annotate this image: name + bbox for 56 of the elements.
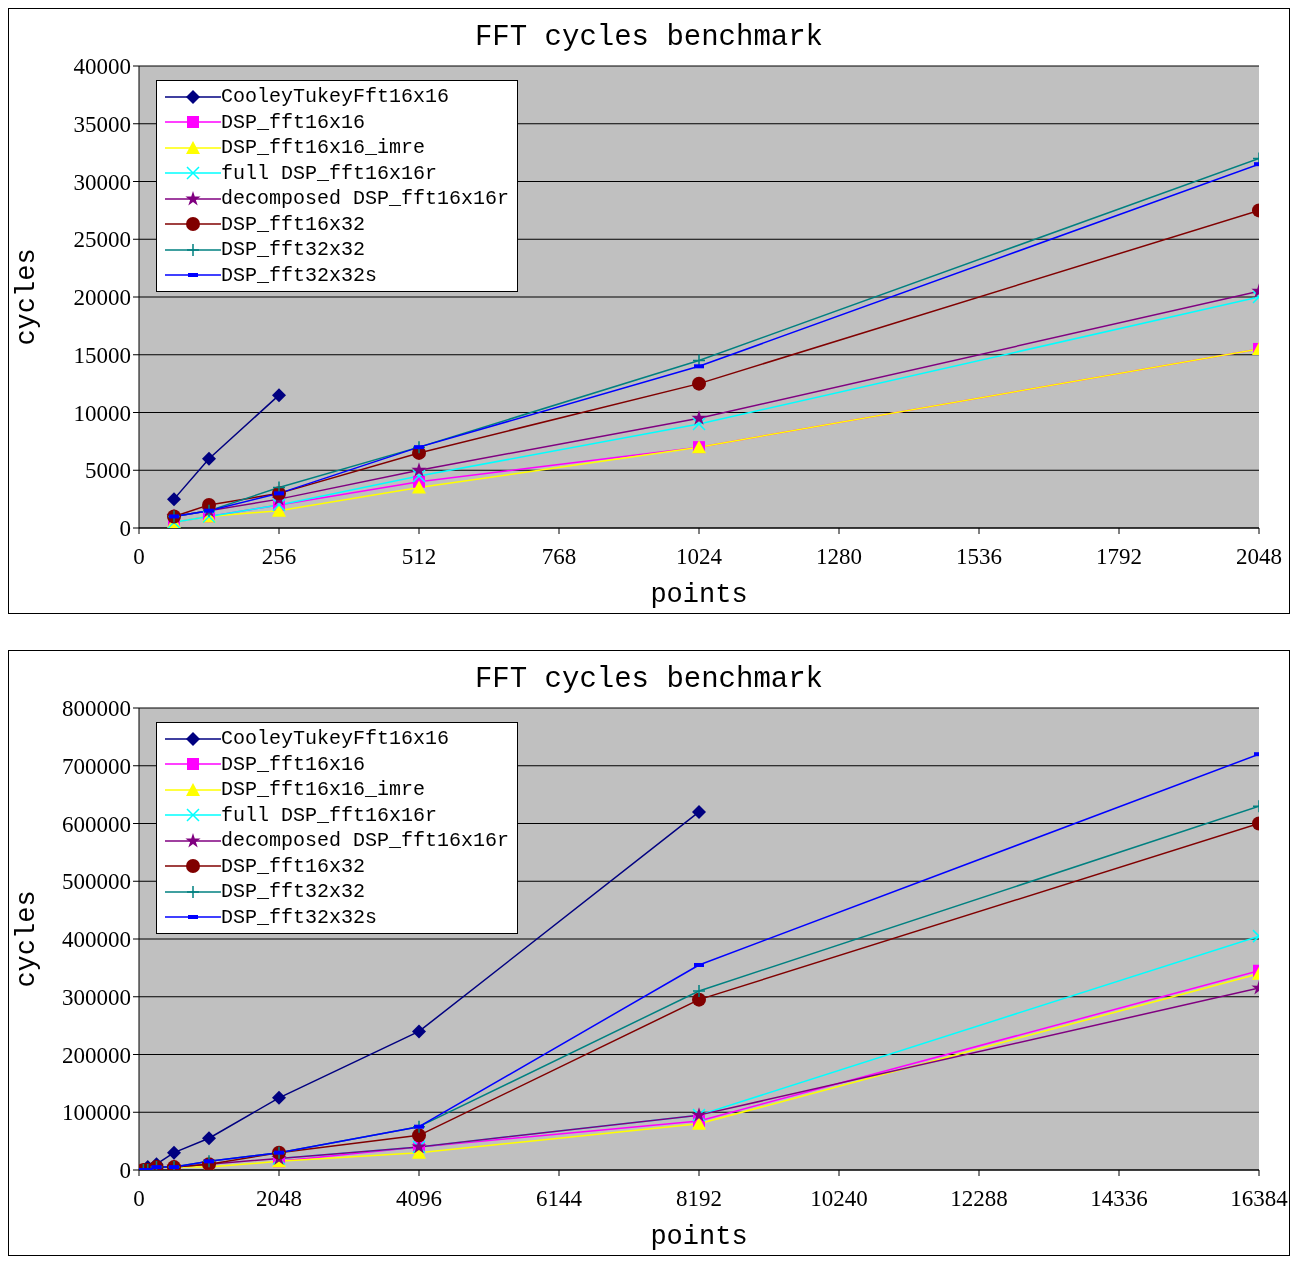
legend-label: decomposed DSP_fft16x16r <box>221 187 510 211</box>
y-tick-label: 400000 <box>62 927 131 953</box>
legend-label: DSP_fft32x32s <box>221 263 378 287</box>
legend-label: CooleyTukeyFft16x16 <box>221 85 450 109</box>
chart-title: FFT cycles benchmark <box>473 663 825 696</box>
x-tick-label: 1792 <box>1096 544 1142 570</box>
y-axis-title: cycles <box>11 248 42 346</box>
x-tick-label: 10240 <box>810 1186 868 1212</box>
x-axis-title: points <box>650 1222 748 1252</box>
y-tick-label: 40000 <box>73 54 131 80</box>
legend-label: DSP_fft16x16_imre <box>221 778 426 802</box>
x-tick-label: 2048 <box>1236 544 1282 570</box>
y-tick-label: 30000 <box>73 169 131 195</box>
y-tick-label: 25000 <box>73 227 131 253</box>
y-tick-label: 500000 <box>62 869 131 895</box>
y-tick-label: 100000 <box>62 1100 131 1126</box>
x-tick-label: 512 <box>401 544 437 570</box>
legend-label: DSP_fft16x32 <box>221 212 366 236</box>
y-tick-label: 700000 <box>62 753 131 779</box>
y-tick-label: 0 <box>119 516 131 542</box>
x-tick-label: 2048 <box>256 1186 302 1212</box>
legend-label: DSP_fft16x16_imre <box>221 136 426 160</box>
x-tick-label: 14336 <box>1090 1186 1148 1212</box>
y-tick-label: 300000 <box>62 984 131 1010</box>
legend-label: full DSP_fft16x16r <box>221 803 438 827</box>
y-tick-label: 10000 <box>73 400 131 426</box>
y-tick-label: 15000 <box>73 342 131 368</box>
y-tick-label: 800000 <box>62 696 131 722</box>
legend-label: DSP_fft16x32 <box>221 854 366 878</box>
x-tick-label: 256 <box>261 544 297 570</box>
legend-label: DSP_fft32x32 <box>221 238 366 262</box>
legend-label: DSP_fft16x16 <box>221 752 366 776</box>
x-tick-label: 1024 <box>676 544 723 570</box>
legend-label: DSP_fft16x16 <box>221 110 366 134</box>
legend-label: full DSP_fft16x16r <box>221 161 438 185</box>
x-axis-title: points <box>650 580 748 610</box>
x-tick-label: 4096 <box>396 1186 442 1212</box>
y-tick-label: 5000 <box>85 458 131 484</box>
y-tick-label: 200000 <box>62 1042 131 1068</box>
y-tick-label: 35000 <box>73 111 131 137</box>
x-tick-label: 1536 <box>956 544 1002 570</box>
x-tick-label: 1280 <box>816 544 862 570</box>
legend-label: DSP_fft32x32s <box>221 905 378 929</box>
y-tick-label: 0 <box>119 1158 131 1184</box>
chart-title: FFT cycles benchmark <box>473 21 825 54</box>
x-tick-label: 8192 <box>676 1186 722 1212</box>
x-tick-label: 6144 <box>536 1186 583 1212</box>
y-axis-title: cycles <box>11 890 42 988</box>
y-tick-label: 600000 <box>62 811 131 837</box>
x-tick-label: 16384 <box>1230 1186 1289 1212</box>
x-tick-label: 768 <box>541 544 577 570</box>
legend-label: decomposed DSP_fft16x16r <box>221 829 510 853</box>
legend-label: DSP_fft32x32 <box>221 880 366 904</box>
x-tick-label: 12288 <box>950 1186 1008 1212</box>
legend-label: CooleyTukeyFft16x16 <box>221 727 450 751</box>
y-tick-label: 20000 <box>73 285 131 311</box>
